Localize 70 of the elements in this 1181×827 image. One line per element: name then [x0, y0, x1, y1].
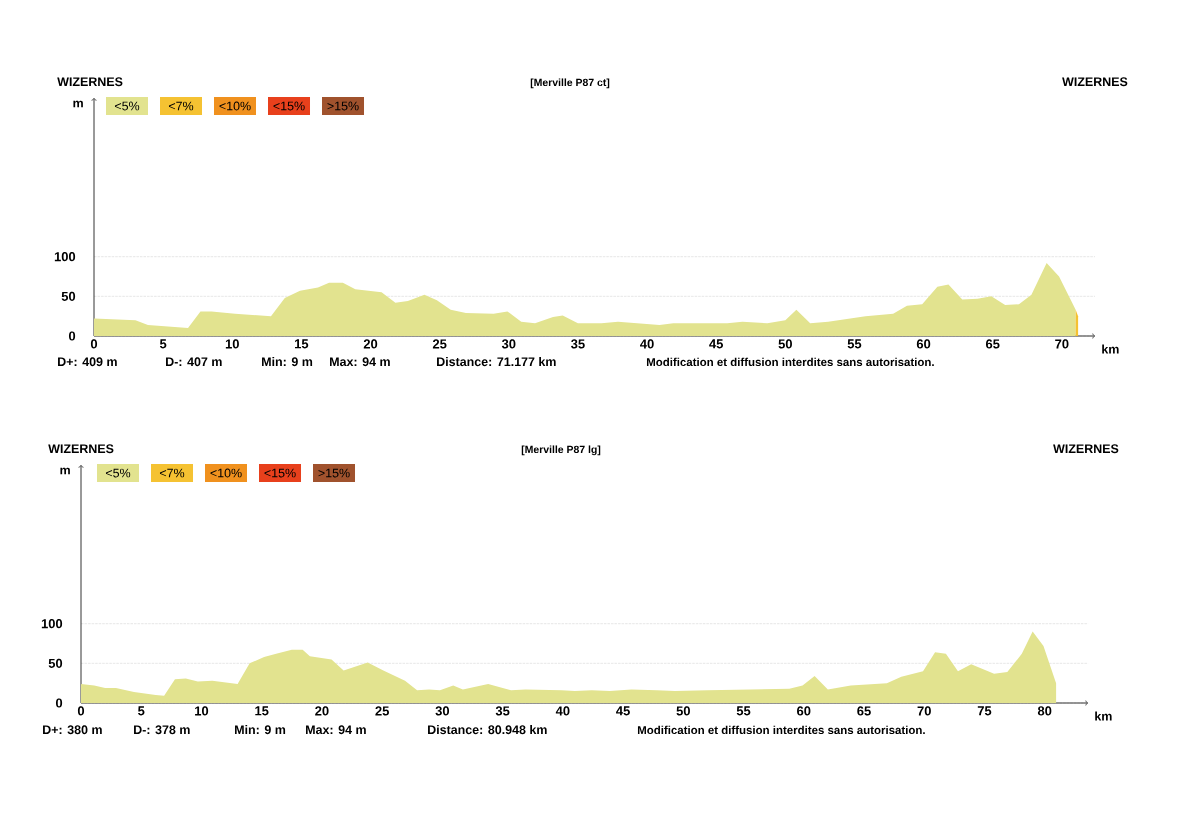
y-tick-label: 50	[48, 658, 63, 668]
y-tick-label: 100	[54, 252, 76, 262]
x-tick-label: 10	[195, 706, 209, 716]
text: WIZERNES	[57, 77, 123, 87]
text: Min: 9 m	[262, 356, 313, 367]
x-axis-title: km	[1102, 344, 1119, 354]
x-tick-label: 55	[736, 706, 751, 716]
text: Distance: 80.948 km	[428, 724, 547, 735]
x-tick-label: 70	[1055, 339, 1069, 349]
x-tick-label: 45	[616, 706, 630, 716]
x-tick-label: 25	[432, 339, 447, 349]
annotation: <10%	[219, 101, 251, 111]
y-tick-label: 0	[55, 698, 63, 708]
text: D-: 378 m	[134, 725, 190, 735]
x-tick-label: 30	[435, 706, 450, 716]
text: D+: 409 m	[58, 357, 117, 367]
x-tick-label: 15	[295, 339, 309, 349]
x-tick-label: 60	[797, 706, 811, 716]
x-tick-label: 40	[555, 706, 570, 716]
x-tick-label: 75	[977, 706, 992, 716]
text: WIZERNES	[1062, 77, 1128, 87]
text: D-: 407 m	[166, 357, 222, 367]
y-tick-label: 100	[41, 619, 63, 629]
text: Max: 94 m	[306, 725, 366, 735]
y-tick-label: 50	[61, 291, 76, 301]
x-tick-label: 15	[255, 706, 269, 716]
text: <5%	[114, 101, 140, 111]
x-tick-label: 5	[159, 339, 167, 349]
annotation: >15%	[318, 468, 350, 478]
y-axis-title: m	[73, 100, 83, 108]
chart-title: [Merville P87 lg]	[521, 445, 601, 456]
chart-title: [Merville P87 ct]	[530, 78, 610, 89]
x-tick-label: 10	[225, 339, 239, 349]
x-tick-label: 65	[985, 339, 1000, 349]
x-tick-label: 55	[847, 339, 862, 349]
text: WIZERNES	[1053, 444, 1119, 454]
x-tick-label: 25	[375, 706, 389, 716]
text: Modification et diffusion interdites sans autorisation.	[646, 357, 934, 367]
y-tick-label: 0	[68, 331, 76, 341]
text: <7%	[168, 101, 194, 111]
text: Min: 9 m	[235, 724, 286, 735]
x-tick-label: 70	[917, 706, 931, 716]
x-tick-label: 50	[778, 339, 792, 349]
x-axis-title: km	[1095, 711, 1112, 721]
text: <5%	[105, 468, 131, 478]
y-axis-title: m	[60, 467, 70, 475]
text: Max: 94 m	[330, 357, 390, 367]
x-tick-label: 0	[77, 706, 85, 716]
x-tick-label: 60	[916, 339, 931, 349]
text: WIZERNES	[48, 444, 114, 454]
x-tick-label: 20	[363, 339, 378, 349]
x-tick-label: 5	[138, 706, 145, 716]
text: Distance: 71.177 km	[437, 356, 556, 367]
x-tick-label: 45	[709, 339, 724, 349]
x-tick-label: 65	[857, 706, 871, 716]
x-tick-label: 40	[640, 339, 654, 349]
x-tick-label: 35	[571, 339, 585, 349]
text: Modification et diffusion interdites sans autorisation.	[637, 725, 925, 735]
annotation: <10%	[210, 468, 242, 478]
x-tick-label: 35	[495, 706, 510, 716]
text: D+: 380 m	[43, 725, 102, 735]
x-tick-label: 20	[315, 706, 329, 716]
x-tick-label: 0	[90, 339, 98, 349]
x-tick-label: 80	[1037, 706, 1052, 716]
annotation: <7%	[159, 468, 185, 478]
annotation: <15%	[273, 101, 305, 111]
x-tick-label: 50	[676, 706, 690, 716]
annotation: >15%	[327, 101, 359, 111]
x-tick-label: 30	[501, 339, 516, 349]
annotation: <15%	[264, 468, 296, 478]
